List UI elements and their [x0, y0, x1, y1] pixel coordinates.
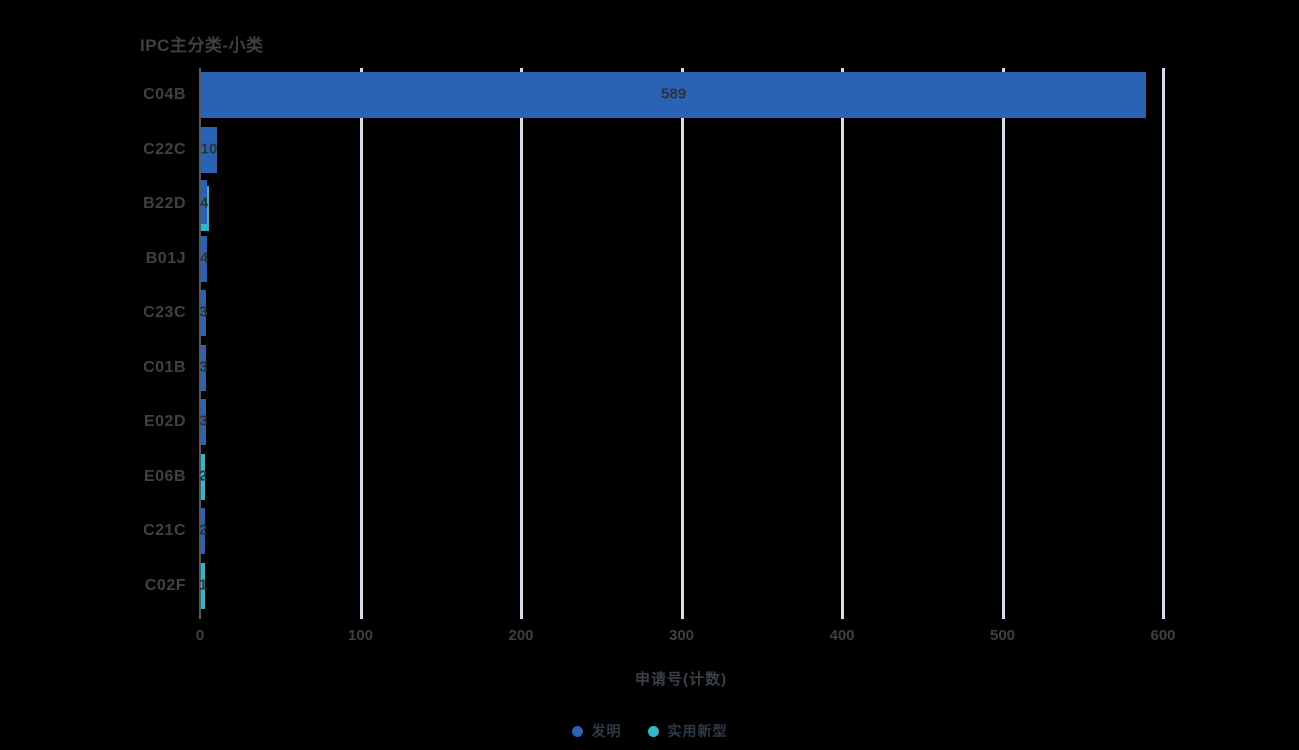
bar-c01b-invention[interactable]: [201, 344, 206, 391]
bar-row-c21c: 2: [198, 504, 1163, 559]
bar-c21c-invention[interactable]: [201, 508, 205, 554]
legend-dot-invention-icon: [571, 725, 583, 737]
y-axis-label-c01b: C01B: [143, 358, 186, 376]
legend-item-invention[interactable]: 发明: [571, 721, 622, 741]
y-axis-label-c22c: C22C: [143, 140, 186, 158]
bar-row-c22c: 10: [200, 123, 1163, 178]
legend-item-utility[interactable]: 实用新型: [647, 721, 728, 741]
bar-value-label-e06b: 2: [198, 467, 208, 485]
y-axis-label-e06b: E06B: [143, 467, 186, 485]
legend-label-invention: 发明: [591, 723, 622, 739]
x-tick-label-100: 100: [347, 627, 374, 644]
bar-row-e02d: 3: [199, 395, 1163, 450]
bar-row-b22d: 4: [200, 177, 1163, 232]
bar-value-label-c22c: 10: [200, 140, 218, 158]
bar-value-label-b22d: 4: [200, 194, 209, 212]
x-tick-label-200: 200: [508, 627, 534, 644]
bar-row-c23c: 3: [199, 286, 1163, 341]
gridline-600: [1162, 68, 1165, 619]
y-axis-label-c04b: C04B: [143, 86, 186, 104]
legend-dot-utility-icon: [647, 725, 659, 737]
bar-value-label-c21c: 2: [198, 521, 208, 539]
bar-c04b-invention[interactable]: [201, 72, 1147, 118]
y-axis-label-b01j: B01J: [145, 249, 186, 267]
x-tick-label-500: 500: [989, 627, 1016, 644]
y-axis-line: [199, 68, 201, 619]
y-axis-label-e02d: E02D: [143, 413, 186, 431]
y-axis-label-c23c: C23C: [143, 304, 186, 322]
bar-value-label-e02d: 3: [199, 412, 208, 430]
bar-c02f-utility[interactable]: [201, 562, 205, 609]
gridline-300: [680, 68, 684, 619]
bar-row-c04b: 589: [200, 68, 1163, 123]
y-axis-label-c02f: C02F: [144, 576, 186, 594]
y-axis-label-b22d: B22D: [143, 195, 186, 213]
gridline-100: [359, 68, 363, 619]
x-tick-label-400: 400: [829, 627, 855, 644]
bar-value-label-c04b: 589: [661, 85, 687, 103]
bar-row-c01b: 3: [199, 341, 1163, 396]
bar-value-label-c02f: 1: [198, 576, 208, 594]
bar-value-label-b01j: 4: [200, 249, 209, 267]
x-tick-label-0: 0: [195, 627, 205, 644]
y-axis-label-c21c: C21C: [143, 522, 186, 540]
bar-value-label-c01b: 3: [199, 358, 208, 376]
bar-value-label-c23c: 3: [199, 303, 208, 321]
bar-e02d-invention[interactable]: [201, 399, 206, 445]
bar-row-e06b: 2: [198, 450, 1163, 505]
bar-c22c-invention[interactable]: [201, 126, 218, 173]
gridline-500: [1001, 68, 1005, 619]
plot-area: 0 100 200 300 400 500 600 589 10 4 4 3 3 3 2 2 1: [196, 68, 1176, 644]
x-tick-label-300: 300: [668, 627, 695, 644]
gridline-400: [841, 68, 844, 619]
legend: 发明 实用新型: [0, 721, 1299, 741]
bar-row-b01j: 4: [200, 232, 1163, 287]
x-tick-label-600: 600: [1150, 627, 1176, 644]
x-axis-title: 申请号(计数): [635, 671, 727, 688]
bar-b01j-invention[interactable]: [201, 235, 208, 282]
gridline-200: [520, 68, 523, 619]
bar-c23c-invention[interactable]: [201, 290, 206, 336]
bar-row-c02f: 1: [198, 559, 1163, 614]
chart-title: IPC主分类-小类: [140, 36, 264, 55]
bar-e06b-utility[interactable]: [201, 453, 205, 500]
bar-b22d-invention[interactable]: [201, 180, 208, 224]
legend-label-utility: 实用新型: [667, 723, 728, 739]
